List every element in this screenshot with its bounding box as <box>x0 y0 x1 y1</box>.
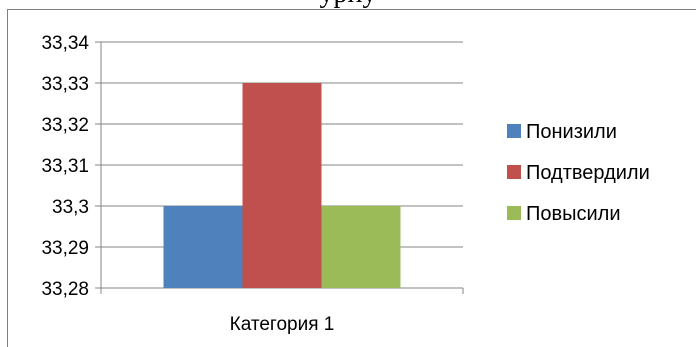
legend-label: Подтвердили <box>526 162 650 184</box>
legend-swatch <box>507 165 521 179</box>
y-tick-label: 33,28 <box>41 279 89 300</box>
legend-label: Повысили <box>526 203 621 225</box>
bars <box>163 83 401 288</box>
cutoff-heading-text: урну <box>0 0 696 10</box>
y-tick-label: 33,3 <box>52 197 89 218</box>
legend-label: Понизили <box>526 121 617 143</box>
chart-frame <box>7 9 696 347</box>
bar-1 <box>163 206 243 288</box>
bar-2 <box>242 83 322 288</box>
legend-swatch <box>507 124 521 138</box>
x-axis-tick-labels: Категория 1 <box>230 314 335 335</box>
x-tick-label: Категория 1 <box>230 314 335 335</box>
y-tick-label: 33,33 <box>41 74 89 95</box>
legend: Понизили Подтвердили Повысили <box>507 121 650 225</box>
y-tick-label: 33,29 <box>41 238 89 259</box>
legend-swatch <box>507 206 521 220</box>
y-axis-tick-labels: 33,28 33,29 33,3 33,31 33,32 33,33 33,34 <box>41 33 89 300</box>
bar-3 <box>321 206 401 288</box>
y-tick-label: 33,32 <box>41 115 89 136</box>
y-tick-label: 33,34 <box>41 33 89 54</box>
y-tick-label: 33,31 <box>41 156 89 177</box>
